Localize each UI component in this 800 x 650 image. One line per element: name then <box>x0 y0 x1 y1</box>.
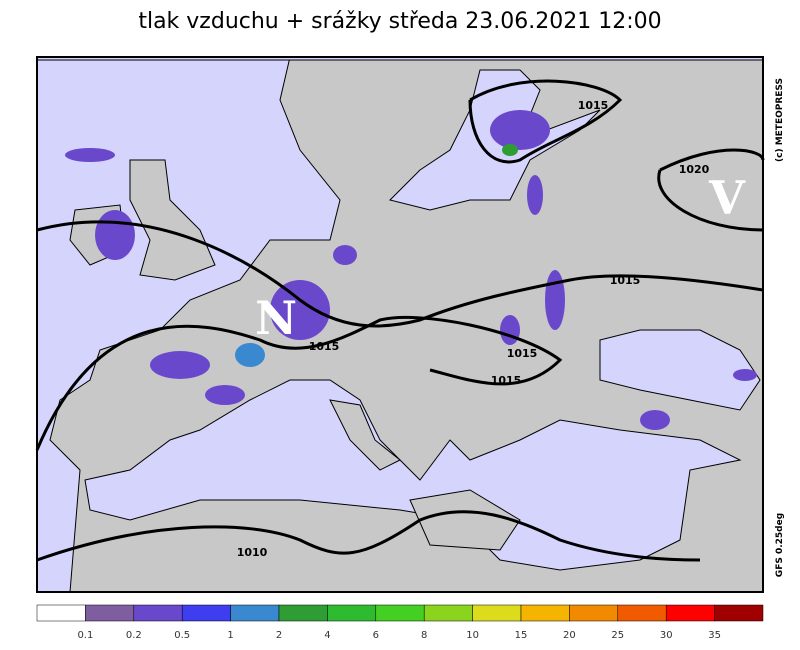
credit: (c) METEOPRESS <box>775 78 785 162</box>
legend-swatch <box>327 604 377 622</box>
legend-tick-label: 0.5 <box>174 630 190 641</box>
legend-tick-label: 35 <box>708 630 721 641</box>
legend-tick-label: 20 <box>563 630 576 641</box>
legend-swatch <box>665 604 715 622</box>
legend-tick-label: 1 <box>227 630 233 641</box>
isobar-label: 1015 <box>309 340 340 353</box>
map-frame <box>36 56 764 593</box>
legend-swatch <box>472 604 522 622</box>
legend-tick-label: 0.1 <box>77 630 93 641</box>
legend-swatch <box>375 604 425 622</box>
legend-swatch <box>230 604 280 622</box>
legend: 0.1 0.2 0.5 1 2 4 6 8 10 15 20 25 30 35 <box>36 604 764 641</box>
legend-swatch <box>36 604 86 622</box>
legend-tick-label: 10 <box>466 630 479 641</box>
legend-tick-label: 15 <box>515 630 528 641</box>
legend-tick-label: 2 <box>276 630 282 641</box>
legend-swatch <box>278 604 328 622</box>
legend-tick-label: 4 <box>324 630 330 641</box>
legend-swatch <box>181 604 231 622</box>
isobar-label: 1015 <box>507 347 538 360</box>
legend-swatch <box>714 604 764 622</box>
legend-swatch <box>133 604 183 622</box>
title: tlak vzduchu + srážky středa 23.06.2021 … <box>138 9 661 34</box>
map <box>35 56 765 593</box>
legend-swatch <box>617 604 667 622</box>
isobar-label: 1015 <box>491 374 522 387</box>
credit: GFS 0.25deg <box>775 513 785 577</box>
legend-tick-label: 6 <box>373 630 379 641</box>
isobars <box>35 79 765 562</box>
precipitation <box>65 110 757 430</box>
legend-swatch <box>569 604 619 622</box>
isobar-label: 1015 <box>578 99 609 112</box>
legend-swatch <box>520 604 570 622</box>
legend-tick-label: 0.2 <box>126 630 142 641</box>
isobar-label: 1015 <box>610 274 641 287</box>
pressure-center: V <box>708 171 746 225</box>
legend-tick-label: 25 <box>611 630 624 641</box>
isobar-label: 1020 <box>679 163 710 176</box>
legend-tick-label: 8 <box>421 630 427 641</box>
isobar-label: 1010 <box>237 546 268 559</box>
legend-swatch <box>423 604 473 622</box>
pressure-center: N <box>255 291 297 345</box>
legend-swatch <box>85 604 135 622</box>
legend-tick-label: 30 <box>660 630 673 641</box>
